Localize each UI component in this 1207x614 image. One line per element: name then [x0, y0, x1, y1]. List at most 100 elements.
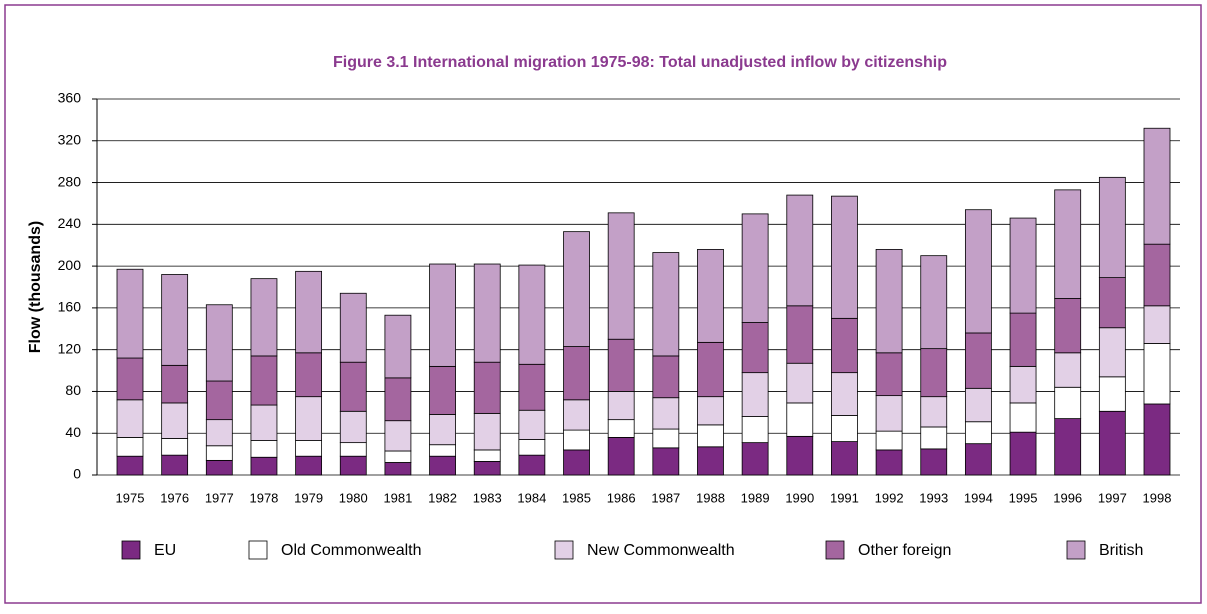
bar-segment	[964, 387, 992, 423]
bar-segment	[339, 442, 367, 457]
x-tick-label: 1985	[562, 490, 591, 505]
y-tick-label: 240	[58, 215, 82, 231]
bar-segment	[473, 263, 501, 363]
x-tick-label: 1997	[1098, 490, 1127, 505]
bar-segment	[1143, 403, 1171, 476]
bar-segment	[205, 459, 233, 476]
legend-swatch	[248, 540, 268, 560]
y-tick-label: 40	[65, 424, 81, 440]
bar-segment	[339, 292, 367, 363]
bar-segment	[1143, 127, 1171, 245]
x-tick-label: 1992	[875, 490, 904, 505]
bar-segment	[964, 421, 992, 445]
x-tick-label: 1991	[830, 490, 859, 505]
bar-segment	[607, 391, 635, 421]
x-tick-label: 1977	[205, 490, 234, 505]
bar-segment	[1054, 298, 1082, 354]
legend-swatch	[121, 540, 141, 560]
bar-segment	[1098, 376, 1126, 412]
legend-label: Other foreign	[858, 542, 951, 559]
y-tick-label: 280	[58, 173, 82, 189]
bar-segment	[1009, 312, 1037, 367]
frame	[4, 4, 1202, 604]
x-tick-label: 1998	[1143, 490, 1172, 505]
bar-segment	[1143, 342, 1171, 405]
bar-segment	[518, 363, 546, 411]
bar-segment	[205, 445, 233, 461]
bar-segment	[473, 361, 501, 414]
x-tick-label: 1984	[517, 490, 546, 505]
bar-segment	[831, 372, 858, 416]
bar-segment	[652, 447, 680, 476]
bar-segment	[161, 274, 189, 366]
bar-segment	[652, 428, 680, 449]
bar-segment	[1054, 352, 1082, 388]
bar-segment	[652, 252, 680, 357]
legend-label: British	[1099, 542, 1143, 559]
bar-segment	[161, 454, 189, 476]
bar-segment	[920, 396, 948, 428]
bar-segment	[920, 348, 948, 398]
bar-segment	[697, 248, 724, 343]
y-tick-label: 320	[58, 131, 82, 147]
y-tick-label: 160	[58, 299, 82, 315]
bar-segment	[697, 424, 724, 448]
bar-segment	[1143, 243, 1171, 307]
bar-segment	[920, 255, 948, 350]
x-tick-label: 1981	[383, 490, 412, 505]
bar-segment	[563, 449, 590, 476]
bar-segment	[697, 396, 724, 426]
y-tick-label: 120	[58, 340, 82, 356]
bar-segment	[563, 429, 590, 451]
bar-segment	[250, 456, 278, 476]
bar-segment	[1098, 327, 1126, 378]
bar-segment	[473, 461, 501, 476]
bar-segment	[875, 352, 903, 397]
bar-segment	[1098, 176, 1126, 278]
bar-segment	[652, 397, 680, 430]
bar-segment	[607, 436, 635, 476]
bar-segment	[920, 426, 948, 450]
bar-segment	[741, 416, 769, 444]
bar-segment	[116, 399, 144, 438]
legend-swatch	[1066, 540, 1086, 560]
bar-segment	[607, 338, 635, 392]
bar-segment	[964, 332, 992, 389]
chart-title: Figure 3.1 International migration 1975-…	[333, 54, 947, 71]
bar-segment	[1009, 431, 1037, 476]
x-tick-label: 1995	[1009, 490, 1038, 505]
x-tick-label: 1990	[785, 490, 814, 505]
bar-segment	[116, 455, 144, 476]
bar-segment	[741, 322, 769, 374]
x-tick-label: 1980	[339, 490, 368, 505]
bar-segment	[429, 263, 456, 367]
legend-label: EU	[154, 542, 176, 559]
legend-label: New Commonwealth	[587, 542, 735, 559]
bar-segment	[1143, 305, 1171, 344]
bar-segment	[250, 440, 278, 458]
bar-segment	[831, 195, 858, 319]
x-tick-label: 1993	[919, 490, 948, 505]
bar-segment	[741, 442, 769, 476]
bar-segment	[205, 419, 233, 447]
bar-segment	[1009, 217, 1037, 314]
bar-segment	[1098, 277, 1126, 329]
bar-segment	[875, 430, 903, 451]
bar-segment	[563, 399, 590, 431]
bar-segment	[563, 231, 590, 347]
bar-segment	[339, 455, 367, 476]
bar-segment	[205, 304, 233, 382]
bar-segment	[518, 409, 546, 440]
bar-segment	[429, 414, 456, 446]
x-tick-label: 1996	[1053, 490, 1082, 505]
x-tick-label: 1982	[428, 490, 457, 505]
bar-segment	[161, 438, 189, 456]
legend-swatch	[825, 540, 845, 560]
legend-label: Old Commonwealth	[281, 542, 422, 559]
bar-segment	[295, 396, 323, 441]
bar-segment	[875, 248, 903, 354]
bar-segment	[518, 439, 546, 456]
bar-segment	[697, 446, 724, 476]
y-tick-label: 80	[65, 382, 81, 398]
bar-segment	[250, 278, 278, 357]
